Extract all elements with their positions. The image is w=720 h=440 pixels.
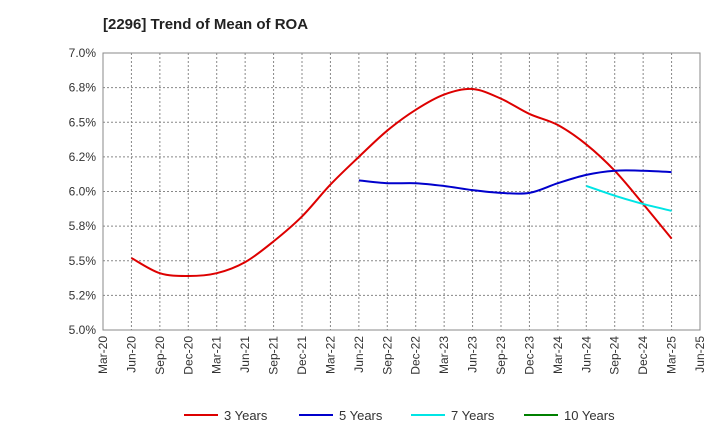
x-tick-label: Jun-25 [693, 336, 707, 373]
y-tick-label: 5.2% [69, 288, 97, 302]
x-tick-label: Mar-23 [437, 336, 451, 374]
x-tick-label: Dec-20 [181, 336, 195, 375]
x-tick-label: Sep-22 [380, 336, 394, 375]
x-tick-label: Mar-24 [551, 336, 565, 374]
x-tick-label: Mar-21 [210, 336, 224, 374]
legend-label: 10 Years [564, 408, 615, 423]
y-tick-label: 7.0% [69, 46, 97, 60]
chart-title: [2296] Trend of Mean of ROA [103, 16, 308, 33]
y-tick-label: 5.0% [69, 323, 97, 337]
y-tick-label: 5.5% [69, 254, 97, 268]
x-tick-label: Mar-20 [96, 336, 110, 374]
legend-label: 5 Years [339, 408, 383, 423]
x-tick-label: Mar-22 [323, 336, 337, 374]
x-tick-label: Sep-20 [153, 336, 167, 375]
y-tick-label: 6.2% [69, 150, 97, 164]
legend-item-5-years: 5 Years [299, 408, 383, 423]
y-tick-label: 6.5% [69, 115, 97, 129]
axes: 5.0% 5.2% 5.5% 5.8% 6.0% 6.2% 6.5% 6.8% 7.0% Mar-… [69, 46, 707, 375]
series-line-5-years [358, 169, 672, 195]
legend-label: 7 Years [451, 408, 495, 423]
grid [102, 52, 701, 331]
legend-label: 3 Years [224, 408, 268, 423]
y-tick-label: 6.8% [69, 81, 97, 95]
legend-item-7-years: 7 Years [411, 408, 495, 423]
x-tick-label: Dec-21 [295, 336, 309, 375]
legend-item-3-years: 3 Years [184, 408, 268, 423]
plot-frame [102, 52, 701, 331]
x-tick-label: Jun-24 [579, 336, 593, 373]
x-tick-label: Sep-21 [267, 336, 281, 375]
x-tick-label: Dec-23 [522, 336, 536, 375]
x-tick-label: Jun-21 [238, 336, 252, 373]
x-tick-label: Dec-22 [409, 336, 423, 375]
legend-item-10-years: 10 Years [524, 408, 615, 423]
x-tick-label: Dec-24 [636, 336, 650, 375]
series-line-3-years [130, 87, 673, 277]
x-tick-label: Jun-23 [466, 336, 480, 373]
x-tick-label: Sep-23 [494, 336, 508, 375]
y-tick-label: 5.8% [69, 219, 97, 233]
series-line-7-years [585, 185, 672, 212]
legend: 3 Years 5 Years 7 Years 10 Years [184, 408, 615, 423]
x-tick-label: Sep-24 [608, 336, 622, 375]
x-tick-label: Jun-22 [352, 336, 366, 373]
x-tick-label: Mar-25 [665, 336, 679, 374]
x-tick-label: Jun-20 [124, 336, 138, 373]
series-lines [130, 87, 673, 277]
y-tick-label: 6.0% [69, 185, 97, 199]
